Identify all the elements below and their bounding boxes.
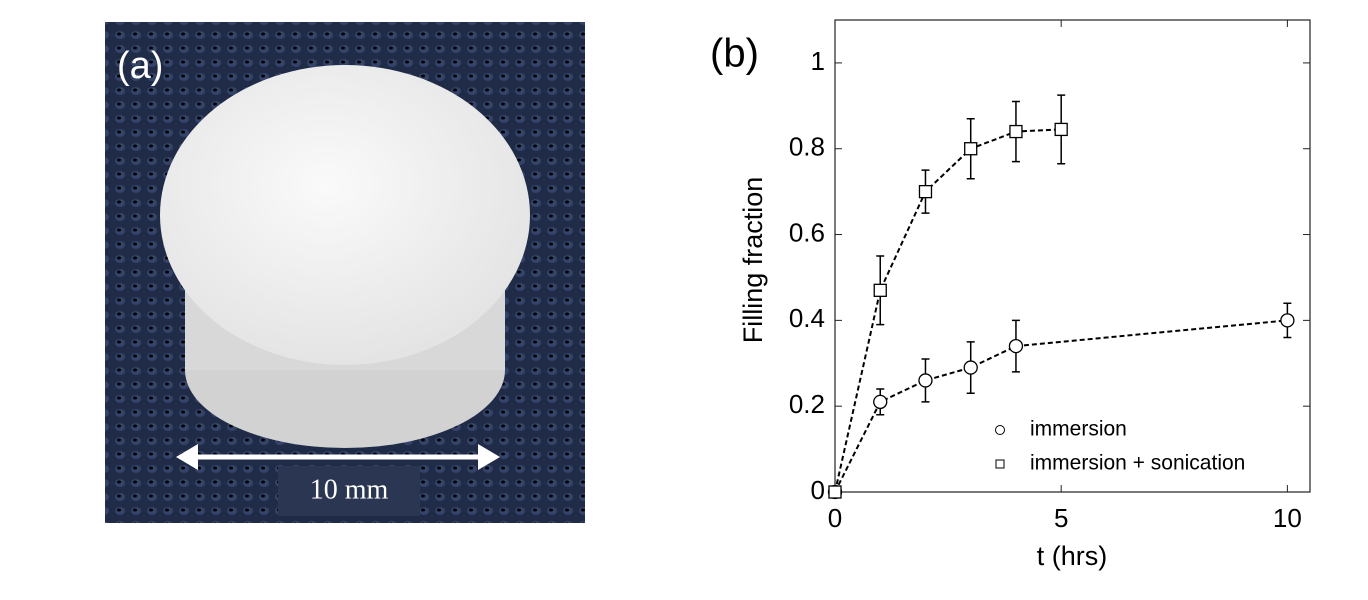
x-tick-label: 0 — [828, 503, 842, 533]
panel-label: (a) — [117, 45, 163, 87]
x-axis-label: t (hrs) — [1037, 541, 1108, 571]
y-tick-label: 0.6 — [789, 217, 825, 247]
x-tick-label: 5 — [1054, 503, 1068, 533]
cylinder-top — [160, 65, 530, 365]
legend-label: immersion + sonication — [1030, 452, 1245, 475]
marker — [828, 485, 842, 499]
marker — [1009, 124, 1023, 139]
marker — [918, 184, 933, 199]
y-tick-label: 1 — [811, 46, 825, 76]
series-line — [834, 319, 1288, 493]
x-tick-label: 10 — [1273, 503, 1302, 533]
marker — [873, 283, 887, 297]
marker — [1054, 122, 1068, 137]
y-tick-label: 0.8 — [789, 132, 825, 162]
legend-label: immersion — [1030, 418, 1127, 441]
y-tick-label: 0.4 — [789, 303, 825, 333]
y-axis-label: Filling fraction — [738, 177, 768, 344]
scale-text: 10 mm — [310, 474, 389, 505]
marker — [1008, 338, 1024, 354]
photo: 10 mm (a) — [105, 22, 585, 523]
marker — [964, 142, 978, 156]
y-tick-label: 0.2 — [789, 389, 825, 419]
panel-label: (b) — [710, 32, 759, 76]
series-line — [834, 128, 1062, 493]
scale-box — [278, 466, 420, 516]
legend-marker — [995, 425, 1005, 435]
marker — [918, 373, 933, 388]
marker — [963, 360, 978, 375]
marker — [1280, 313, 1295, 328]
y-tick-label: 0 — [811, 475, 825, 505]
marker — [873, 394, 888, 410]
legend-marker — [995, 459, 1005, 469]
plot-frame — [834, 19, 1311, 493]
